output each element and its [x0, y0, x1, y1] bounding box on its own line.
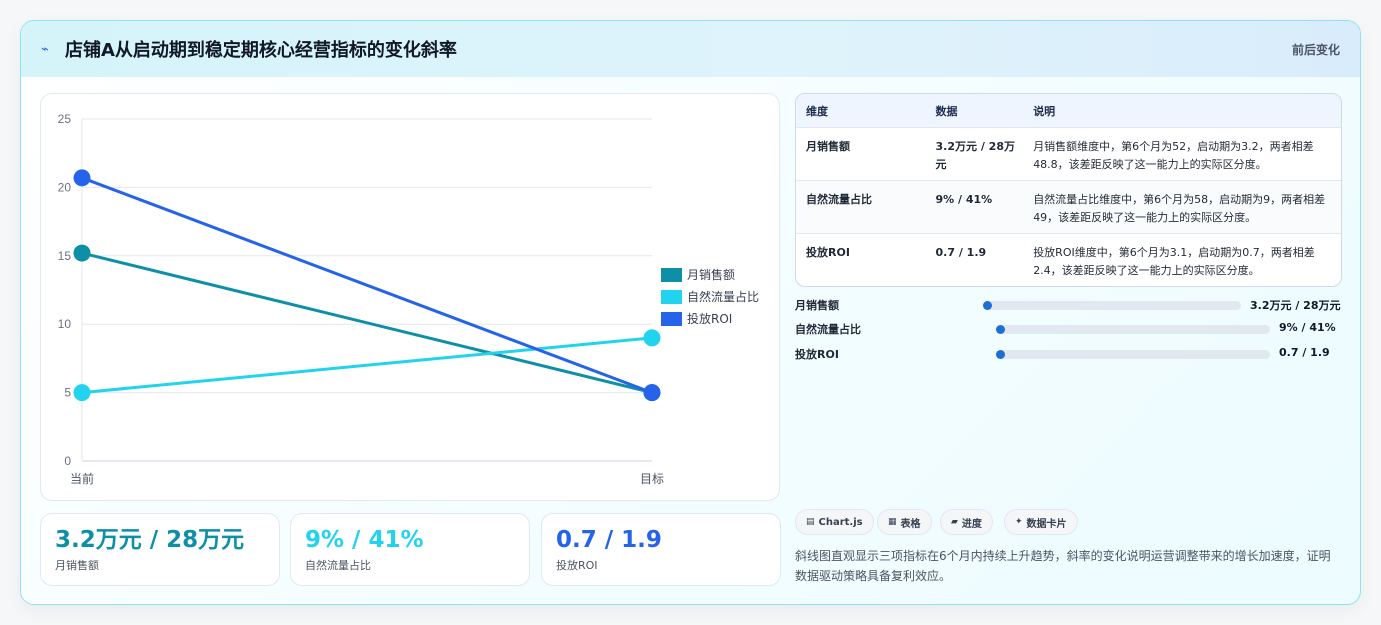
- stat-label: 自然流量占比: [305, 559, 371, 572]
- progress-row-roi: 投放ROI 0.7 / 1.9: [795, 346, 1342, 362]
- table-cell-value: 3.2万元 / 28万元: [935, 140, 1015, 171]
- table-cell-value: 0.7 / 1.9: [935, 246, 987, 259]
- data-point: [643, 329, 661, 347]
- card-header: ⌁ 店铺A从启动期到稳定期核心经营指标的变化斜率 前后变化: [21, 21, 1360, 77]
- data-point: [643, 384, 661, 402]
- y-tick-label: 5: [64, 386, 71, 400]
- table-row: 投放ROI 0.7 / 1.9 投放ROI维度中，第6个月为3.1，启动期为0.…: [796, 233, 1341, 286]
- progress-fill: [996, 325, 1005, 334]
- page-title: 店铺A从启动期到稳定期核心经营指标的变化斜率: [65, 40, 457, 61]
- badge-data-card[interactable]: ✦ 数据卡片: [1004, 509, 1078, 535]
- progress-value: 9% / 41%: [1279, 321, 1336, 334]
- legend-swatch: [661, 290, 682, 304]
- progress-track: [996, 325, 1270, 334]
- badge-table[interactable]: ▦ 表格: [877, 509, 932, 535]
- progress-row-traffic: 自然流量占比 9% / 41%: [795, 321, 1342, 337]
- table-header-cell: 维度: [806, 104, 828, 118]
- y-tick-label: 0: [64, 454, 71, 468]
- badge-chartjs[interactable]: ▤ Chart.js: [795, 509, 874, 535]
- data-point: [73, 169, 91, 187]
- legend-label: 投放ROI: [687, 311, 732, 326]
- stat-card-traffic: 9% / 41% 自然流量占比: [290, 513, 530, 586]
- legend-swatch: [661, 312, 682, 326]
- table-cell-dim: 自然流量占比: [806, 193, 872, 206]
- progress-fill: [996, 350, 1005, 359]
- series-line: [81, 176, 653, 395]
- badge-progress[interactable]: ▰ 进度: [940, 509, 993, 535]
- legend-label: 自然流量占比: [687, 289, 759, 304]
- dashboard-card: ⌁ 店铺A从启动期到稳定期核心经营指标的变化斜率 前后变化 0 5 10 15 20 25…: [20, 20, 1361, 605]
- stat-card-roi: 0.7 / 1.9 投放ROI: [541, 513, 781, 586]
- table-row: 月销售额 3.2万元 / 28万元 月销售额维度中，第6个月为52，启动期为3.…: [796, 127, 1341, 180]
- chart-description: 斜线图直观显示三项指标在6个月内持续上升趋势，斜率的变化说明运营调整带来的增长加…: [795, 549, 1331, 583]
- sparkle-icon: ✦: [1015, 517, 1023, 527]
- table-header-row: 维度 数据 说明: [796, 94, 1341, 127]
- badge-label: Chart.js: [818, 516, 863, 528]
- progress-fill: [983, 301, 992, 310]
- chart-icon: ▤: [806, 517, 815, 527]
- series-line: [81, 336, 653, 395]
- header-tag: 前后变化: [1291, 43, 1340, 57]
- progress-label: 投放ROI: [795, 348, 839, 361]
- progress-row-sales: 月销售额 3.2万元 / 28万元: [795, 297, 1342, 313]
- data-point: [73, 244, 91, 262]
- stat-label: 月销售额: [55, 559, 99, 572]
- table-cell-note: 自然流量占比维度中，第6个月为58，启动期为9，两者相差49，该差距反映了这一能…: [1033, 193, 1326, 224]
- y-tick-label: 25: [58, 112, 72, 126]
- progress-label: 月销售额: [795, 299, 839, 312]
- table-header-cell: 数据: [935, 104, 958, 118]
- progress-track: [996, 350, 1270, 359]
- stat-value: 3.2万元 / 28万元: [55, 527, 245, 553]
- table-cell-dim: 投放ROI: [806, 246, 850, 259]
- x-tick-label: 目标: [640, 472, 664, 486]
- slope-chart-panel: 0 5 10 15 20 25 当前 目标 月销售额自然流量占比 投放ROI: [40, 93, 780, 501]
- stat-value: 9% / 41%: [305, 527, 424, 553]
- badge-label: 进度: [961, 518, 982, 530]
- progress-value: 0.7 / 1.9: [1279, 346, 1330, 359]
- series-line: [81, 251, 653, 395]
- table-icon: ▦: [888, 517, 897, 527]
- y-tick-label: 10: [58, 317, 72, 331]
- trend-icon: ⌁: [41, 41, 49, 57]
- data-point: [73, 384, 91, 402]
- progress-icon: ▰: [951, 517, 958, 527]
- table-cell-dim: 月销售额: [806, 140, 850, 153]
- legend-label: 月销售额: [687, 267, 735, 282]
- y-tick-label: 20: [58, 180, 72, 194]
- stat-card-sales: 3.2万元 / 28万元 月销售额: [40, 513, 280, 586]
- progress-label: 自然流量占比: [795, 323, 861, 336]
- table-cell-value: 9% / 41%: [935, 193, 993, 206]
- y-tick-label: 15: [58, 249, 72, 263]
- progress-track: [983, 301, 1241, 310]
- table-row: 自然流量占比 9% / 41% 自然流量占比维度中，第6个月为58，启动期为9，…: [796, 180, 1341, 233]
- table-cell-note: 投放ROI维度中，第6个月为3.1，启动期为0.7，两者相差2.4，该差距反映了…: [1033, 246, 1315, 277]
- badge-label: 数据卡片: [1026, 518, 1067, 530]
- progress-value: 3.2万元 / 28万元: [1250, 299, 1341, 312]
- table-cell-note: 月销售额维度中，第6个月为52，启动期为3.2，两者相差48.8，该差距反映了这…: [1033, 140, 1314, 171]
- badge-label: 表格: [900, 518, 921, 530]
- stat-label: 投放ROI: [556, 559, 598, 572]
- metrics-table: 维度 数据 说明 月销售额 3.2万元 / 28万元 月销售额维度中，第6个月为…: [795, 93, 1342, 287]
- stat-value: 0.7 / 1.9: [556, 527, 662, 553]
- table-header-cell: 说明: [1033, 104, 1056, 118]
- x-tick-label: 当前: [70, 471, 94, 486]
- legend-swatch: [661, 268, 682, 282]
